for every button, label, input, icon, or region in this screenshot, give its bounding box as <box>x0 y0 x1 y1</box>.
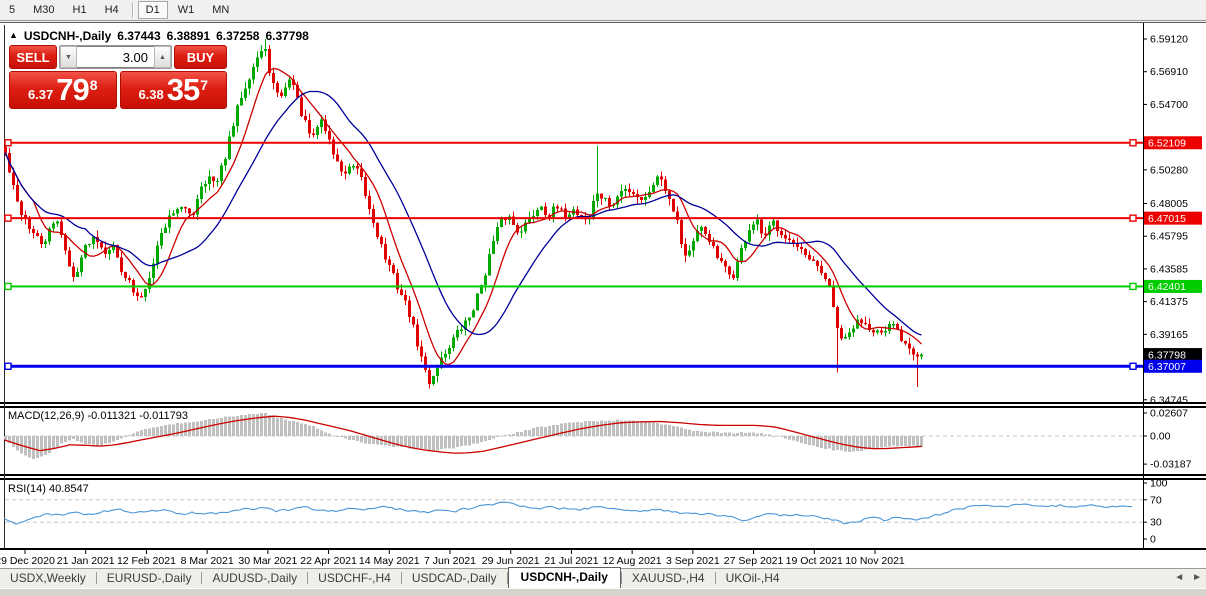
svg-text:12 Aug 2021: 12 Aug 2021 <box>603 555 662 567</box>
buy-button[interactable]: BUY <box>174 45 227 69</box>
svg-text:6.42401: 6.42401 <box>1148 281 1186 293</box>
chart-window: 6.59120 6.56910 6.54700 6.50280 6.48005 6.457… <box>0 22 1206 569</box>
svg-text:10 Nov 2021: 10 Nov 2021 <box>845 555 905 567</box>
chart-tab-ukoilh4[interactable]: UKOil-,H4 <box>725 571 780 585</box>
svg-text:-0.03187: -0.03187 <box>1150 459 1192 471</box>
sell-price-button[interactable]: 6.37 79 8 <box>9 71 117 109</box>
chart-symbol-label: USDCNH-,Daily <box>23 29 112 43</box>
timeframe-toolbar: 5 M30 H1 H4 D1 W1 MN <box>0 0 1206 21</box>
svg-text:29 Jun 2021: 29 Jun 2021 <box>482 555 540 567</box>
timeframe-button-mn[interactable]: MN <box>212 4 230 16</box>
chart-tab-usdchfh4[interactable]: USDCHF-,H4 <box>318 571 391 585</box>
volume-input[interactable]: 3.00 <box>77 46 154 68</box>
buy-price-main: 35 <box>166 72 200 107</box>
svg-text:3 Sep 2021: 3 Sep 2021 <box>666 555 720 567</box>
svg-text:6.52109: 6.52109 <box>1148 138 1186 150</box>
svg-text:6.50280: 6.50280 <box>1150 164 1188 176</box>
svg-text:6.45795: 6.45795 <box>1150 231 1188 243</box>
svg-text:6.47015: 6.47015 <box>1148 213 1186 225</box>
status-strip <box>0 588 1206 596</box>
svg-text:6.48005: 6.48005 <box>1150 198 1188 210</box>
down-arrow-icon: ▼ <box>65 53 72 61</box>
volume-stepper: ▼ 3.00 ▲ <box>59 45 172 69</box>
tab-separator <box>95 572 97 584</box>
chart-tab-audusddaily[interactable]: AUDUSD-,Daily <box>212 571 298 585</box>
sell-price-main: 79 <box>56 72 89 107</box>
toolbar-separator <box>131 2 133 18</box>
one-click-trade-panel: SELL ▼ 3.00 ▲ BUY 6.37 79 8 <box>9 45 227 109</box>
ohlc-low: 6.37258 <box>216 29 260 43</box>
sell-button[interactable]: SELL <box>9 45 57 69</box>
svg-text:21 Jul 2021: 21 Jul 2021 <box>544 555 598 567</box>
svg-text:6.37798: 6.37798 <box>1148 349 1186 361</box>
timeframe-button-m30[interactable]: M30 <box>33 4 55 16</box>
svg-text:19 Oct 2021: 19 Oct 2021 <box>786 555 843 567</box>
tab-separator <box>400 572 402 584</box>
macd-label: MACD(12,26,9) -0.011321 -0.011793 <box>8 410 189 422</box>
rsi-label: RSI(14) 40.8547 <box>8 483 89 495</box>
svg-text:6.56910: 6.56910 <box>1150 66 1188 78</box>
svg-text:6.43585: 6.43585 <box>1150 263 1188 275</box>
svg-text:29 Dec 2020: 29 Dec 2020 <box>0 555 55 567</box>
tab-separator <box>620 572 622 584</box>
ohlc-close: 6.37798 <box>265 29 309 43</box>
tab-separator <box>201 572 203 584</box>
timeframe-button-w1[interactable]: W1 <box>177 4 195 16</box>
svg-text:6.39165: 6.39165 <box>1150 329 1188 341</box>
chart-tab-usdxweekly[interactable]: USDX,Weekly <box>10 571 86 585</box>
svg-text:8 Mar 2021: 8 Mar 2021 <box>181 555 234 567</box>
svg-text:30 Mar 2021: 30 Mar 2021 <box>238 555 297 567</box>
tab-scroll-right-icon[interactable]: ► <box>1192 572 1202 583</box>
collapse-panel-icon[interactable]: ▲ <box>9 30 18 40</box>
svg-text:21 Jan 2021: 21 Jan 2021 <box>57 555 115 567</box>
tab-separator <box>506 572 508 584</box>
svg-text:0.00: 0.00 <box>1150 431 1171 443</box>
svg-text:22 Apr 2021: 22 Apr 2021 <box>300 555 357 567</box>
chart-title: ▲ USDCNH-,Daily 6.37443 6.38891 6.37258 … <box>9 29 309 43</box>
svg-text:6.37007: 6.37007 <box>1148 361 1186 373</box>
svg-text:27 Sep 2021: 27 Sep 2021 <box>724 555 784 567</box>
svg-text:14 May 2021: 14 May 2021 <box>359 555 420 567</box>
price-chart-canvas[interactable]: 6.59120 6.56910 6.54700 6.50280 6.48005 6.457… <box>0 23 1206 569</box>
tab-scroll-left-icon[interactable]: ◄ <box>1174 572 1185 583</box>
svg-text:6.34745: 6.34745 <box>1150 394 1188 406</box>
sell-price-prefix: 6.37 <box>27 87 54 102</box>
ohlc-high: 6.38891 <box>166 29 211 43</box>
chart-tab-usdcnhdaily[interactable]: USDCNH-,Daily <box>507 567 621 588</box>
buy-price-pip: 7 <box>200 77 209 93</box>
volume-increase-button[interactable]: ▲ <box>154 46 171 68</box>
svg-text:6.59120: 6.59120 <box>1150 34 1188 46</box>
svg-text:30: 30 <box>1150 517 1162 529</box>
svg-text:6.54700: 6.54700 <box>1150 99 1188 111</box>
svg-text:7 Jun 2021: 7 Jun 2021 <box>424 555 476 567</box>
timeframe-button-h4[interactable]: H4 <box>104 4 119 16</box>
svg-text:70: 70 <box>1150 494 1162 506</box>
buy-price-button[interactable]: 6.38 35 7 <box>119 71 227 109</box>
svg-text:12 Feb 2021: 12 Feb 2021 <box>117 555 176 567</box>
buy-price-prefix: 6.38 <box>138 87 164 102</box>
up-arrow-icon: ▲ <box>159 53 166 61</box>
chart-tab-usdcaddaily[interactable]: USDCAD-,Daily <box>411 571 497 585</box>
svg-text:6.41375: 6.41375 <box>1150 296 1188 308</box>
svg-text:100: 100 <box>1150 478 1168 490</box>
ohlc-open: 6.37443 <box>117 29 161 43</box>
timeframe-button-h1[interactable]: H1 <box>72 4 87 16</box>
sell-price-pip: 8 <box>89 77 98 93</box>
chart-tab-bar: USDX,Weekly EURUSD-,Daily AUDUSD-,Daily USD… <box>0 567 1206 588</box>
tab-separator <box>307 572 309 584</box>
timeframe-button-d1[interactable]: D1 <box>137 1 168 19</box>
chart-tab-eurusddaily[interactable]: EURUSD-,Daily <box>106 571 192 585</box>
timeframe-button-5[interactable]: 5 <box>9 4 16 16</box>
tab-scroll-buttons: ◄ ► <box>1174 572 1202 583</box>
chart-tab-xauusdh4[interactable]: XAUUSD-,H4 <box>631 571 705 585</box>
svg-text:0: 0 <box>1150 534 1156 546</box>
svg-text:0.02607: 0.02607 <box>1150 408 1188 420</box>
tab-separator <box>714 572 716 584</box>
volume-decrease-button[interactable]: ▼ <box>60 46 77 68</box>
